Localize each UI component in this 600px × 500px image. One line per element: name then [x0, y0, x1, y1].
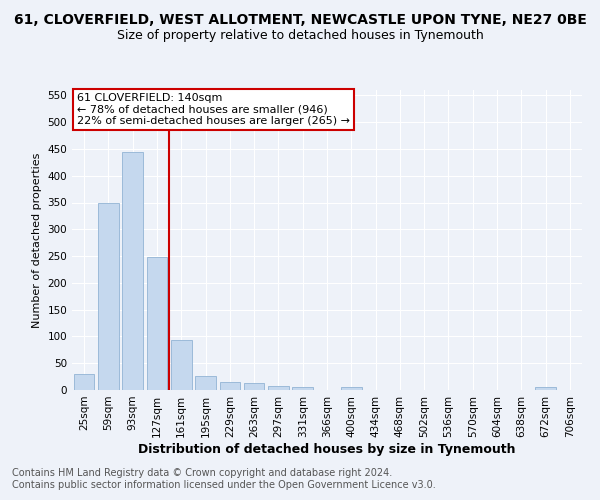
Bar [171, 340, 191, 390]
Text: Contains public sector information licensed under the Open Government Licence v3: Contains public sector information licen… [12, 480, 436, 490]
Bar [220, 382, 240, 390]
Bar [146, 257, 167, 390]
Bar [98, 202, 119, 390]
Bar [195, 376, 216, 390]
Bar [244, 383, 265, 390]
Text: Contains HM Land Registry data © Crown copyright and database right 2024.: Contains HM Land Registry data © Crown c… [12, 468, 392, 477]
Bar [535, 388, 556, 390]
Text: Distribution of detached houses by size in Tynemouth: Distribution of detached houses by size … [138, 442, 516, 456]
Y-axis label: Number of detached properties: Number of detached properties [32, 152, 42, 328]
Bar [268, 386, 289, 390]
Bar [341, 388, 362, 390]
Text: Size of property relative to detached houses in Tynemouth: Size of property relative to detached ho… [116, 29, 484, 42]
Bar [292, 387, 313, 390]
Text: 61, CLOVERFIELD, WEST ALLOTMENT, NEWCASTLE UPON TYNE, NE27 0BE: 61, CLOVERFIELD, WEST ALLOTMENT, NEWCAST… [14, 12, 586, 26]
Text: 61 CLOVERFIELD: 140sqm
← 78% of detached houses are smaller (946)
22% of semi-de: 61 CLOVERFIELD: 140sqm ← 78% of detached… [77, 93, 350, 126]
Bar [122, 152, 143, 390]
Bar [74, 374, 94, 390]
